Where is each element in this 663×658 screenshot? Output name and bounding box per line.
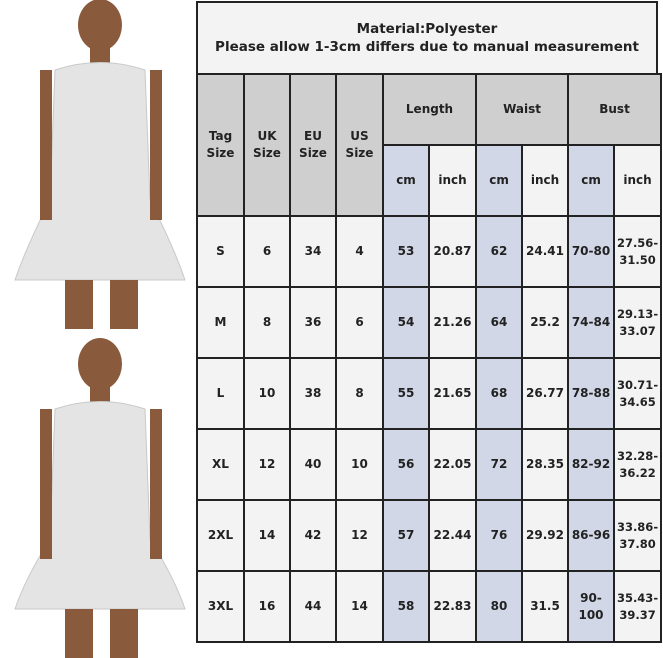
cell-us-size: 6 xyxy=(335,286,384,359)
header-waist-cm: cm xyxy=(475,144,524,217)
header-bust: Bust xyxy=(567,73,663,146)
header-length: Length xyxy=(381,73,478,146)
cell-length-inch: 20.87 xyxy=(427,215,478,288)
cell-length-inch: 22.44 xyxy=(427,499,478,572)
cell-uk-size: 12 xyxy=(243,428,291,501)
material-text: Material:Polyester xyxy=(356,21,498,37)
cell-bust-cm: 78-88 xyxy=(567,357,616,430)
cell-tag-size: 3XL xyxy=(196,570,245,643)
cell-uk-size: 16 xyxy=(243,570,291,643)
cell-waist-cm: 76 xyxy=(475,499,524,572)
cell-tag-size: XL xyxy=(196,428,245,501)
cell-tag-size: S xyxy=(196,215,245,288)
size-chart: Material:Polyester Please allow 1-3cm di… xyxy=(195,0,663,658)
cell-uk-size: 8 xyxy=(243,286,291,359)
header-bust-cm: cm xyxy=(567,144,616,217)
cell-us-size: 4 xyxy=(335,215,384,288)
cell-bust-cm: 90-100 xyxy=(567,570,616,643)
cell-bust-inch: 27.56-31.50 xyxy=(613,215,663,288)
table-row: XL 12 40 10 56 22.05 72 28.35 82-92 32.28-36.22 xyxy=(196,428,663,501)
cell-us-size: 14 xyxy=(335,570,384,643)
cell-waist-cm: 80 xyxy=(475,570,524,643)
product-photo-1 xyxy=(14,0,186,329)
cell-us-size: 12 xyxy=(335,499,384,572)
header-us-size: US Size xyxy=(335,73,384,217)
cell-bust-inch: 35.43-39.37 xyxy=(613,570,663,643)
cell-waist-inch: 26.77 xyxy=(521,357,570,430)
cell-bust-inch: 32.28-36.22 xyxy=(613,428,663,501)
header-length-cm: cm xyxy=(382,144,430,217)
header-length-inch: inch xyxy=(427,144,478,217)
cell-eu-size: 42 xyxy=(289,499,337,572)
size-chart-header: Material:Polyester Please allow 1-3cm di… xyxy=(196,1,658,73)
cell-waist-inch: 25.2 xyxy=(521,286,570,359)
header-waist: Waist xyxy=(475,73,570,146)
cell-uk-size: 14 xyxy=(243,499,291,572)
cell-length-inch: 22.83 xyxy=(427,570,478,643)
table-row: S 6 34 4 53 20.87 62 24.41 70-80 27.56-31.50 xyxy=(196,215,663,288)
product-photos xyxy=(0,0,195,658)
cell-uk-size: 10 xyxy=(243,357,291,430)
cell-uk-size: 6 xyxy=(243,215,291,288)
cell-length-cm: 56 xyxy=(382,428,430,501)
cell-eu-size: 44 xyxy=(289,570,337,643)
size-table: Tag Size UK Size EU Size US Size Length … xyxy=(196,73,663,643)
header-uk-size: UK Size xyxy=(243,73,291,217)
header-bust-inch: inch xyxy=(613,144,663,217)
header-waist-inch: inch xyxy=(521,144,570,217)
cell-length-cm: 55 xyxy=(382,357,430,430)
cell-bust-cm: 82-92 xyxy=(567,428,616,501)
header-tag-size: Tag Size xyxy=(196,73,245,217)
cell-waist-cm: 72 xyxy=(475,428,524,501)
cell-eu-size: 40 xyxy=(289,428,337,501)
cell-bust-cm: 70-80 xyxy=(567,215,616,288)
cell-length-cm: 53 xyxy=(382,215,430,288)
cell-length-inch: 22.05 xyxy=(427,428,478,501)
cell-waist-inch: 29.92 xyxy=(521,499,570,572)
cell-bust-cm: 74-84 xyxy=(567,286,616,359)
header-eu-size: EU Size xyxy=(289,73,337,217)
cell-waist-inch: 31.5 xyxy=(521,570,570,643)
table-row: M 8 36 6 54 21.26 64 25.2 74-84 29.13-33.07 xyxy=(196,286,663,359)
cell-length-cm: 54 xyxy=(382,286,430,359)
cell-length-inch: 21.26 xyxy=(427,286,478,359)
cell-waist-inch: 24.41 xyxy=(521,215,570,288)
cell-us-size: 10 xyxy=(335,428,384,501)
product-photo-2 xyxy=(14,338,186,658)
cell-length-cm: 58 xyxy=(382,570,430,643)
cell-waist-cm: 64 xyxy=(475,286,524,359)
cell-bust-inch: 30.71-34.65 xyxy=(613,357,663,430)
cell-eu-size: 34 xyxy=(289,215,337,288)
cell-tag-size: L xyxy=(196,357,245,430)
cell-tag-size: 2XL xyxy=(196,499,245,572)
cell-waist-cm: 62 xyxy=(475,215,524,288)
cell-waist-inch: 28.35 xyxy=(521,428,570,501)
cell-eu-size: 38 xyxy=(289,357,337,430)
cell-eu-size: 36 xyxy=(289,286,337,359)
cell-bust-inch: 33.86-37.80 xyxy=(613,499,663,572)
cell-waist-cm: 68 xyxy=(475,357,524,430)
measurement-note: Please allow 1-3cm differs due to manual… xyxy=(215,39,639,55)
cell-bust-inch: 29.13-33.07 xyxy=(613,286,663,359)
table-row: 3XL 16 44 14 58 22.83 80 31.5 90-100 35.43-39.37 xyxy=(196,570,663,643)
table-row: L 10 38 8 55 21.65 68 26.77 78-88 30.71-34.65 xyxy=(196,357,663,430)
table-row: 2XL 14 42 12 57 22.44 76 29.92 86-96 33.86-37.80 xyxy=(196,499,663,572)
cell-us-size: 8 xyxy=(335,357,384,430)
cell-length-cm: 57 xyxy=(382,499,430,572)
cell-bust-cm: 86-96 xyxy=(567,499,616,572)
cell-tag-size: M xyxy=(196,286,245,359)
cell-length-inch: 21.65 xyxy=(427,357,478,430)
